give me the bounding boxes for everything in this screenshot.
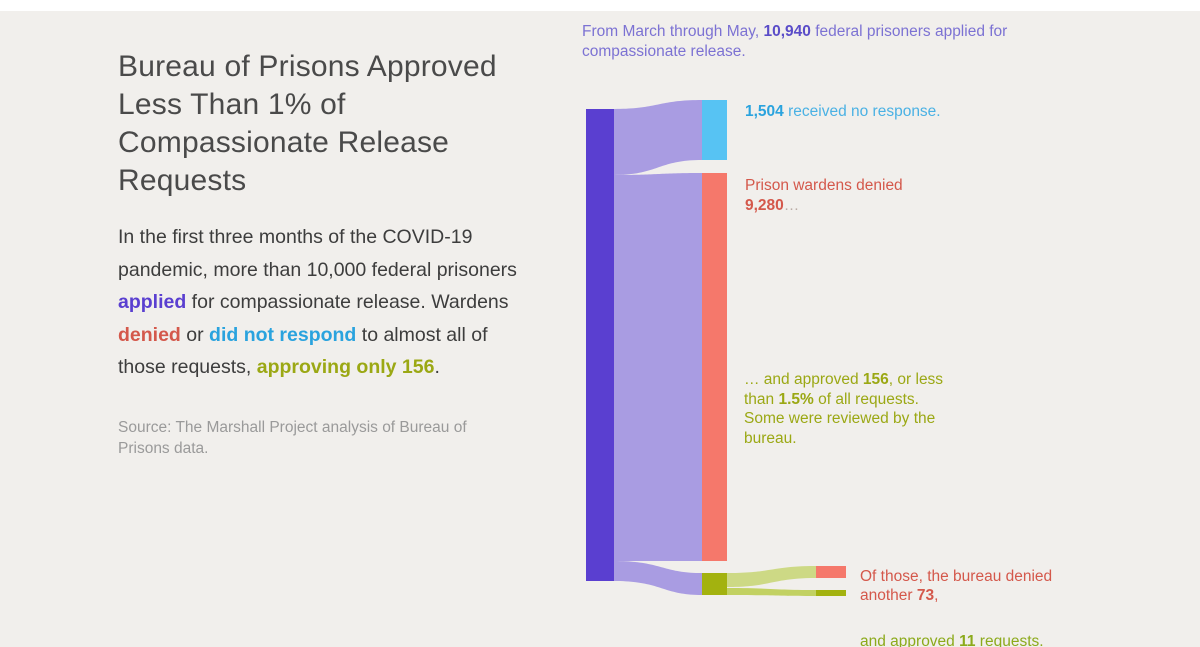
annotation-total-applied: From March through May, 10,940 federal p… — [582, 23, 1008, 60]
sankey-flow-applied-to-warden-denied — [614, 173, 702, 561]
annotation-warden-denied: Prison wardens denied 9,280… — [745, 177, 903, 214]
sankey-node-warden-approved — [702, 573, 727, 595]
sankey-node-no-response — [702, 100, 727, 160]
sankey-node-bureau-approved — [816, 590, 846, 596]
sankey-node-warden-denied — [702, 173, 727, 561]
sankey-flow-applied-to-warden-approved — [614, 561, 702, 595]
sankey-flow-approved-to-bureau-approved — [727, 588, 816, 596]
sankey-flow-applied-to-no-response — [614, 100, 702, 175]
chart-description: In the first three months of the COVID-1… — [118, 226, 517, 378]
annotation-bureau-block: Of those, the bureau denied another 73, … — [860, 547, 1160, 647]
page-title: Bureau of Prisons Approved Less Than 1% … — [118, 50, 497, 197]
annotation-warden-approved: … and approved 156, or less than 1.5% of… — [744, 371, 944, 447]
source-note: Source: The Marshall Project analysis of… — [118, 419, 467, 457]
annotation-no-response: 1,504 received no response. — [745, 103, 941, 120]
annotation-bureau-denied: Of those, the bureau denied another 73, — [860, 567, 1053, 605]
sankey-node-bureau-denied — [816, 566, 846, 578]
sankey-flow-approved-to-bureau-denied — [727, 566, 816, 587]
top-strip — [0, 0, 1200, 11]
annotation-bureau-approved: and approved 11 requests. — [860, 633, 1044, 647]
